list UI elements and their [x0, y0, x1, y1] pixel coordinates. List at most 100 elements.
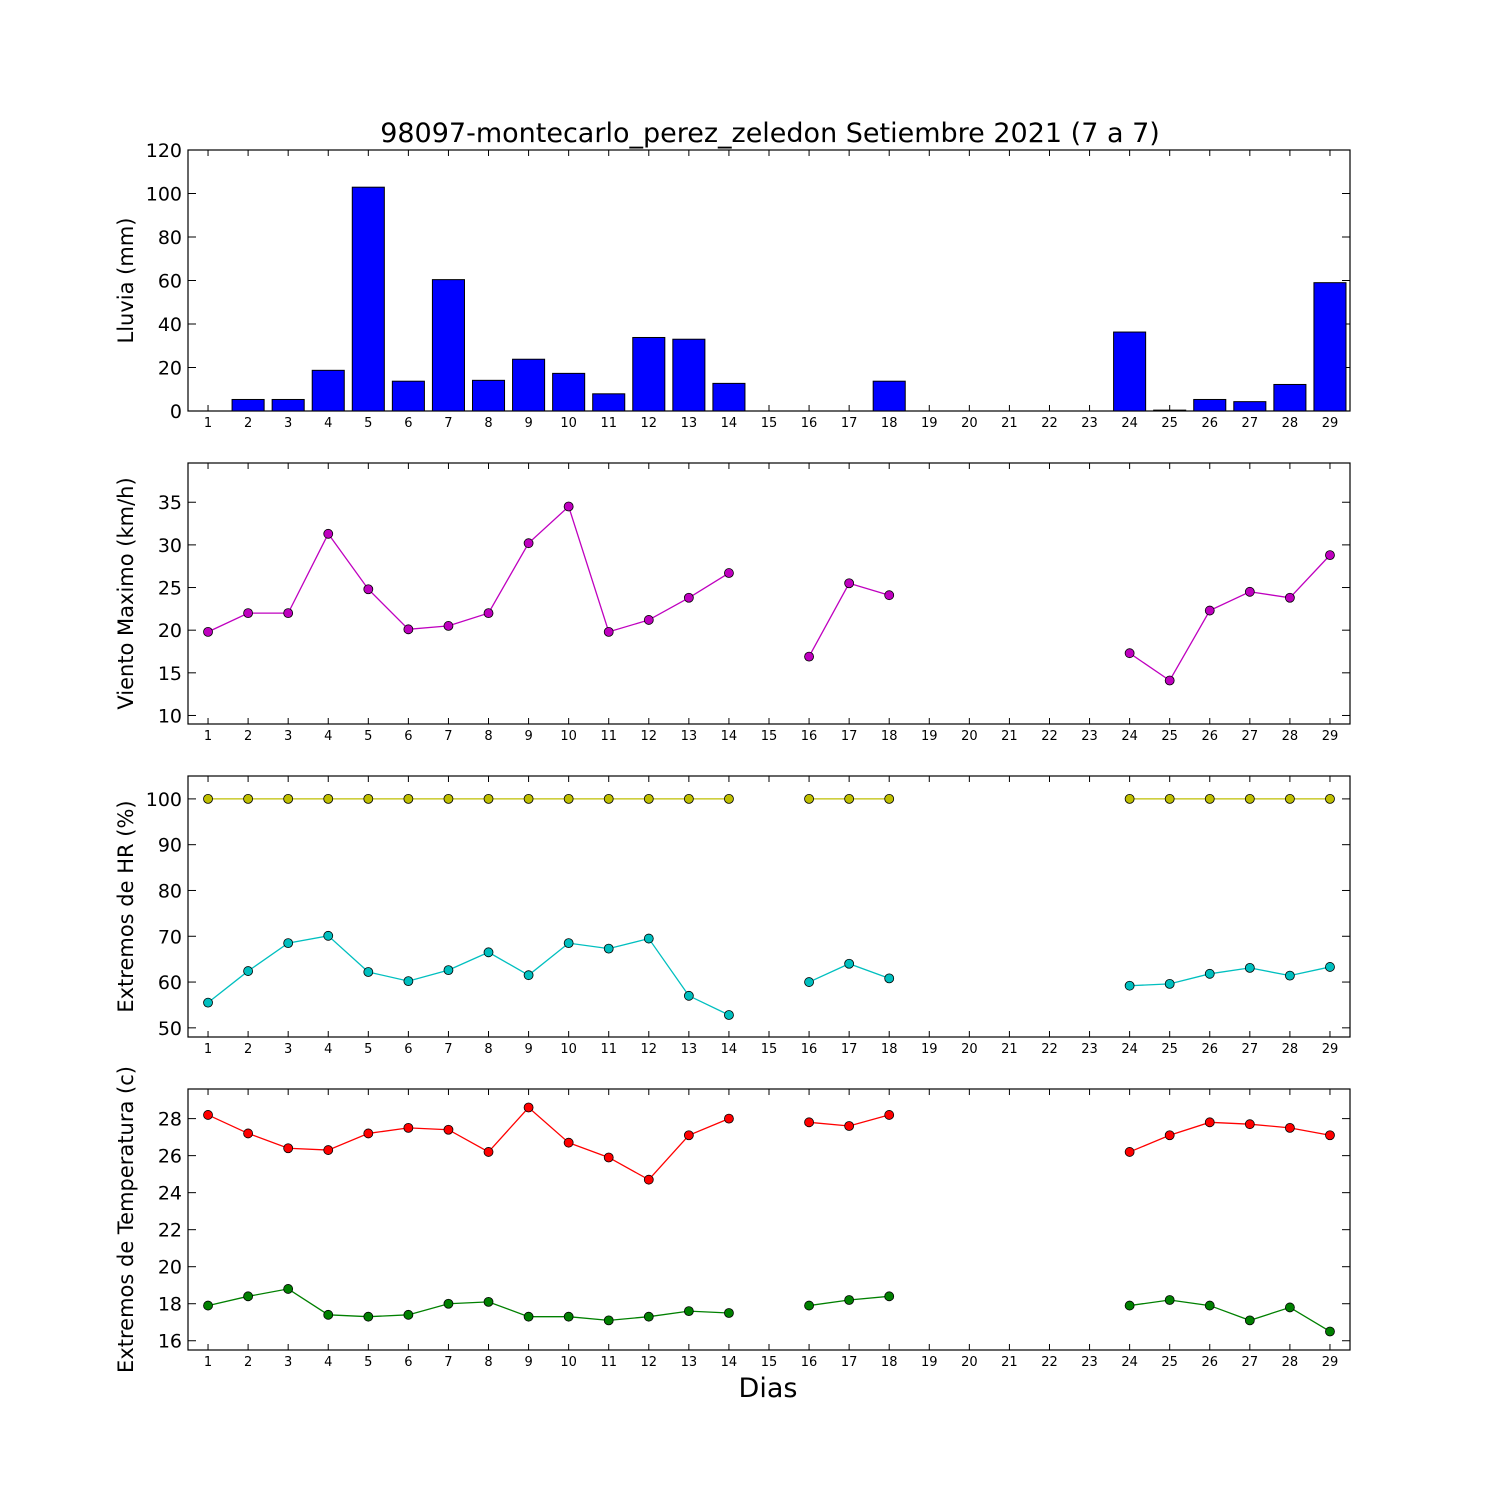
- y-axis-label: Lluvia (mm): [114, 218, 138, 344]
- data-point: [363, 1311, 374, 1322]
- x-axis-label: Dias: [739, 1373, 798, 1404]
- x-tick-label: 1: [204, 1355, 212, 1370]
- data-point: [1204, 793, 1215, 804]
- x-tick-label: 19: [921, 729, 938, 744]
- data-point: [483, 1296, 494, 1307]
- y-tick-label: 40: [158, 314, 182, 336]
- x-tick-label: 20: [961, 729, 978, 744]
- x-tick-label: 14: [721, 1042, 738, 1057]
- data-point: [203, 997, 213, 1008]
- data-point: [1325, 1130, 1335, 1141]
- data-point: [844, 1295, 855, 1305]
- x-tick-label: 16: [801, 729, 818, 744]
- data-point: [724, 1308, 734, 1318]
- y-tick-label: 120: [146, 140, 182, 162]
- y-tick-label: 24: [158, 1183, 182, 1205]
- x-tick-label: 25: [1161, 1355, 1178, 1370]
- y-tick-label: 25: [158, 578, 182, 600]
- rain-bar: [311, 369, 345, 412]
- x-tick-label: 5: [364, 729, 372, 744]
- x-tick-label: 23: [1081, 1355, 1098, 1370]
- data-point: [1284, 970, 1295, 981]
- x-tick-label: 2: [244, 1042, 252, 1057]
- data-point: [523, 793, 534, 804]
- x-tick-label: 4: [324, 1355, 332, 1370]
- x-tick-label: 19: [921, 1042, 938, 1057]
- x-tick-label: 11: [600, 416, 617, 431]
- data-point: [403, 976, 414, 987]
- x-tick-label: 16: [801, 1042, 818, 1057]
- x-tick-label: 28: [1282, 729, 1299, 744]
- x-tick-label: 3: [284, 1355, 292, 1370]
- data-point: [804, 1117, 814, 1128]
- data-point: [643, 933, 654, 944]
- data-point: [563, 938, 574, 949]
- x-tick-label: 24: [1121, 1042, 1138, 1057]
- x-tick-label: 3: [284, 729, 292, 744]
- data-point: [323, 528, 334, 539]
- data-point: [203, 1110, 213, 1120]
- y-tick-label: 20: [158, 620, 182, 642]
- rain-bar: [712, 382, 746, 412]
- x-tick-label: 26: [1201, 416, 1218, 431]
- x-tick-label: 6: [404, 1355, 412, 1370]
- y-tick-label: 22: [158, 1220, 182, 1242]
- x-tick-label: 15: [761, 1042, 778, 1057]
- y-tick-label: 20: [158, 358, 182, 380]
- y-tick-label: 80: [158, 227, 182, 249]
- data-point: [243, 608, 254, 619]
- x-tick-label: 10: [560, 1042, 577, 1057]
- x-tick-label: 27: [1242, 1042, 1259, 1057]
- data-point: [1284, 1122, 1295, 1133]
- data-point: [203, 1300, 213, 1311]
- data-point: [1124, 1147, 1135, 1157]
- rain-bar: [672, 338, 706, 412]
- data-point: [523, 538, 534, 549]
- x-tick-label: 9: [524, 416, 532, 431]
- x-tick-label: 16: [801, 416, 818, 431]
- x-tick-label: 22: [1041, 729, 1058, 744]
- x-tick-label: 20: [961, 416, 978, 431]
- x-tick-label: 22: [1041, 1042, 1058, 1057]
- data-point: [243, 793, 254, 804]
- x-tick-label: 6: [404, 729, 412, 744]
- x-tick-label: 27: [1242, 1355, 1259, 1370]
- data-point: [1164, 978, 1175, 989]
- data-point: [403, 1122, 414, 1133]
- data-point: [323, 793, 334, 804]
- plot-frame: [187, 1088, 1351, 1351]
- x-tick-label: 14: [721, 416, 738, 431]
- y-tick-label: 100: [146, 184, 182, 206]
- data-point: [443, 965, 454, 976]
- y-axis-label: Extremos de Temperatura (c): [114, 1066, 138, 1373]
- data-point: [1124, 793, 1135, 804]
- x-tick-label: 26: [1201, 729, 1218, 744]
- x-tick-label: 19: [921, 1355, 938, 1370]
- x-tick-label: 21: [1001, 1355, 1018, 1370]
- x-tick-label: 5: [364, 416, 372, 431]
- data-point: [563, 501, 574, 512]
- y-tick-label: 60: [158, 972, 182, 994]
- x-tick-label: 12: [641, 1042, 658, 1057]
- data-point: [844, 958, 855, 969]
- data-point: [203, 793, 213, 804]
- series-line: [207, 1288, 729, 1322]
- data-point: [603, 943, 614, 954]
- x-tick-label: 5: [364, 1355, 372, 1370]
- x-tick-label: 5: [364, 1042, 372, 1057]
- x-tick-label: 7: [444, 1042, 452, 1057]
- x-tick-label: 10: [560, 1355, 577, 1370]
- x-tick-label: 21: [1001, 416, 1018, 431]
- y-tick-label: 15: [158, 663, 182, 685]
- rain-bar: [271, 398, 305, 412]
- x-tick-label: 28: [1282, 1355, 1299, 1370]
- x-tick-label: 8: [484, 1042, 492, 1057]
- rain-bar: [391, 380, 425, 412]
- data-point: [884, 973, 895, 984]
- x-tick-label: 9: [524, 1042, 532, 1057]
- data-point: [1164, 1295, 1175, 1305]
- data-point: [1164, 675, 1175, 686]
- x-tick-label: 12: [641, 416, 658, 431]
